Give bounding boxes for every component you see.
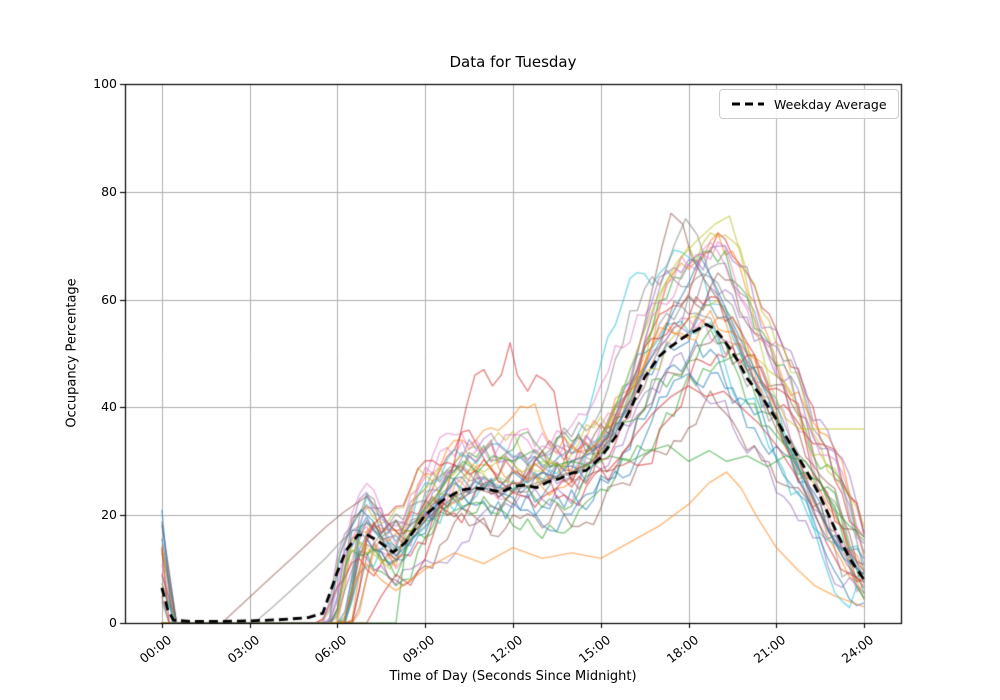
legend-dashed-line-sample bbox=[732, 102, 764, 106]
y-tick-label: 80 bbox=[101, 183, 117, 199]
y-tick-label: 20 bbox=[101, 507, 117, 523]
legend: Weekday Average bbox=[719, 89, 899, 119]
x-axis-label: Time of Day (Seconds Since Midnight) bbox=[389, 669, 637, 684]
chart-title: Data for Tuesday bbox=[449, 53, 577, 71]
y-tick-label: 0 bbox=[109, 615, 117, 630]
y-tick-label: 60 bbox=[101, 291, 117, 307]
legend-label: Weekday Average bbox=[774, 96, 887, 112]
y-tick-label: 100 bbox=[93, 76, 117, 91]
y-tick-label: 40 bbox=[101, 399, 117, 415]
